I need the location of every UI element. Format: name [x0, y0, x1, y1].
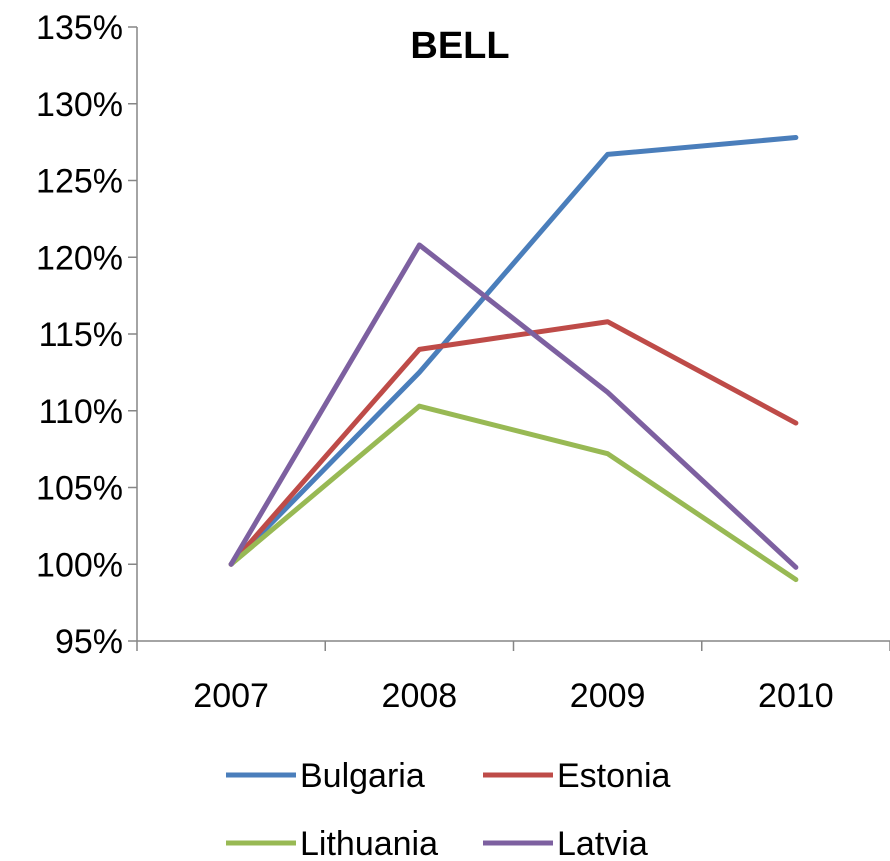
chart-title: BELL — [410, 25, 509, 67]
axes: 95% 100% 105% 110% 115% 120% 125% 130% 135% 2007 2… — [36, 9, 890, 715]
y-tick-label: 100% — [36, 546, 123, 584]
y-tick-label: 115% — [39, 316, 123, 354]
series-line-lithuania — [228, 403, 799, 583]
series-line-estonia — [228, 319, 799, 567]
series-line-bulgaria — [228, 135, 799, 567]
legend-label-latvia: Latvia — [557, 825, 648, 861]
y-tick-label: 95% — [55, 623, 123, 661]
x-tick-label: 2010 — [758, 677, 834, 715]
y-tick-label: 135% — [36, 9, 123, 47]
series-lines — [228, 135, 799, 583]
x-tick-label: 2009 — [570, 677, 646, 715]
series-line-latvia — [228, 242, 799, 570]
y-tick-label: 125% — [36, 163, 123, 201]
legend-label-estonia: Estonia — [557, 757, 670, 795]
y-tick-label: 105% — [36, 470, 123, 508]
y-tick-label: 120% — [36, 239, 123, 277]
x-tick-label: 2007 — [193, 677, 269, 715]
y-tick-label: 130% — [36, 86, 123, 124]
legend-label-lithuania: Lithuania — [300, 825, 438, 861]
legend-label-bulgaria: Bulgaria — [300, 757, 425, 795]
legend: Bulgaria Estonia Lithuania Latvia — [226, 757, 670, 861]
y-tick-label: 110% — [39, 393, 123, 431]
x-tick-label: 2008 — [382, 677, 458, 715]
